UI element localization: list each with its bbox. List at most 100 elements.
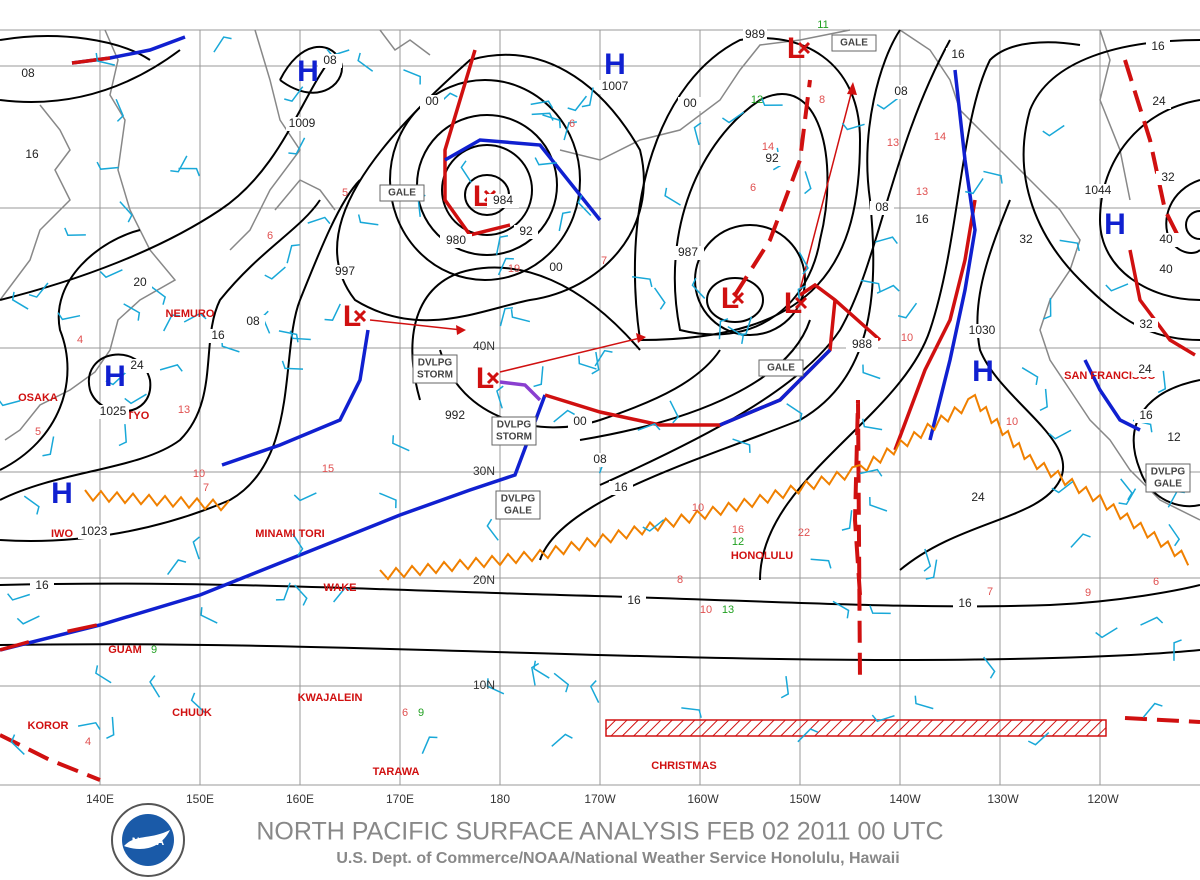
- isobar-label: 16: [35, 578, 49, 592]
- latitude-label: 40N: [473, 339, 495, 353]
- isobar-label-bg: [946, 48, 970, 62]
- warning-text: STORM: [496, 432, 532, 443]
- wind-barb: [530, 100, 554, 109]
- isobar-label-bg: [609, 481, 633, 495]
- wind-barb: [1140, 616, 1164, 626]
- low-cross: [353, 309, 367, 323]
- wind-barb: [581, 87, 594, 108]
- pressure-bg: [487, 194, 519, 208]
- wind-barb: [1118, 488, 1137, 506]
- place-name: TARAWA: [373, 766, 420, 778]
- isobar-label: 16: [958, 596, 972, 610]
- wind-barb: [10, 734, 25, 756]
- pressure-bg: [846, 338, 878, 352]
- station-value: 11: [817, 19, 828, 31]
- isobar-label-bg: [966, 491, 990, 505]
- longitude-label: 130W: [987, 792, 1019, 806]
- isobar-label-bg: [743, 28, 767, 42]
- wind-barb: [653, 287, 666, 310]
- isobar-label-bg: [1134, 409, 1158, 423]
- wind-barb: [1168, 523, 1181, 547]
- pressure-center: L: [473, 180, 491, 213]
- isobar-label: 08: [894, 84, 908, 98]
- isobar-label: 08: [246, 314, 260, 328]
- wind-barb: [693, 122, 702, 146]
- station-value: 4: [85, 736, 91, 748]
- wind-barb: [284, 86, 304, 103]
- center-pressure: 1025: [100, 404, 127, 418]
- isobar-label-bg: [953, 597, 977, 611]
- itcz: [605, 719, 1107, 737]
- wind-barb: [510, 309, 531, 323]
- isobar-label: 00: [573, 414, 587, 428]
- station-value: 10: [692, 502, 704, 514]
- place-name: GUAM: [108, 644, 142, 656]
- wind-barb: [497, 257, 514, 276]
- isobar-label: 92: [519, 224, 533, 238]
- wind-barb: [558, 211, 571, 232]
- station-value: 10: [700, 604, 712, 616]
- wind-barb: [499, 307, 514, 327]
- wind-barb: [642, 519, 665, 532]
- pressure-bg: [1082, 184, 1114, 198]
- wind-barb: [533, 660, 550, 679]
- wind-barb: [264, 266, 286, 280]
- isobar-label-bg: [30, 579, 54, 593]
- place-name: WAKE: [324, 582, 357, 594]
- wind-barb: [832, 600, 850, 619]
- wind-barb: [57, 312, 81, 321]
- isobar-label-bg: [1014, 233, 1038, 247]
- wind-barb: [1095, 627, 1118, 639]
- wind-barb: [983, 170, 1003, 184]
- wind-barb: [421, 736, 438, 755]
- station-value: 10: [901, 332, 913, 344]
- pressure-bg: [599, 80, 631, 94]
- longitude-label: 170E: [386, 792, 414, 806]
- wind-barb: [965, 178, 984, 195]
- wind-barb: [150, 285, 167, 305]
- station-value: 4: [77, 334, 83, 346]
- station-value: 6: [569, 118, 575, 130]
- wind-barb: [11, 291, 29, 310]
- warning-box: [1145, 463, 1191, 493]
- station-value: 12: [751, 94, 763, 106]
- isobar-label-bg: [514, 225, 538, 239]
- wind-barb: [213, 36, 232, 53]
- station-value: 14: [762, 141, 774, 153]
- pressure-center: H: [297, 55, 319, 88]
- wind-barb: [1059, 239, 1080, 252]
- longitude-label: 160E: [286, 792, 314, 806]
- longitude-label: 170W: [584, 792, 616, 806]
- wind-barb: [0, 400, 21, 407]
- wind-barbs: [0, 36, 1185, 756]
- wind-barb: [64, 227, 86, 237]
- wind-barb: [797, 728, 819, 743]
- isobar-label-bg: [678, 97, 702, 111]
- pressure-center: H: [51, 477, 73, 510]
- warning-text: GALE: [504, 506, 532, 517]
- isobar-label-bg: [20, 148, 44, 162]
- wind-barb: [732, 438, 751, 453]
- isobar-label-bg: [889, 85, 913, 99]
- place-name: CHRISTMAS: [651, 760, 716, 772]
- center-pressure: 1023: [81, 524, 108, 538]
- wind-barb: [1039, 388, 1048, 412]
- wind-barb: [681, 707, 702, 718]
- wind-barb: [1021, 367, 1039, 385]
- warning-text: GALE: [388, 188, 416, 199]
- map-title: NORTH PACIFIC SURFACE ANALYSIS FEB 02 20…: [256, 818, 943, 846]
- wind-barb: [551, 733, 573, 747]
- wind-barb: [589, 680, 600, 703]
- coastlines: [0, 29, 1200, 521]
- isobar-label: 32: [1161, 170, 1175, 184]
- pressure-bg: [286, 117, 318, 131]
- isobar-label: 16: [1139, 408, 1153, 422]
- wind-barb: [722, 111, 745, 124]
- pressure-center: H: [1104, 208, 1126, 241]
- station-value: 10: [193, 468, 205, 480]
- wind-barb: [869, 605, 891, 615]
- isobar-label: 16: [211, 328, 225, 342]
- wind-barb: [392, 435, 410, 452]
- station-value: 15: [322, 463, 334, 475]
- pressure-bg: [78, 525, 110, 539]
